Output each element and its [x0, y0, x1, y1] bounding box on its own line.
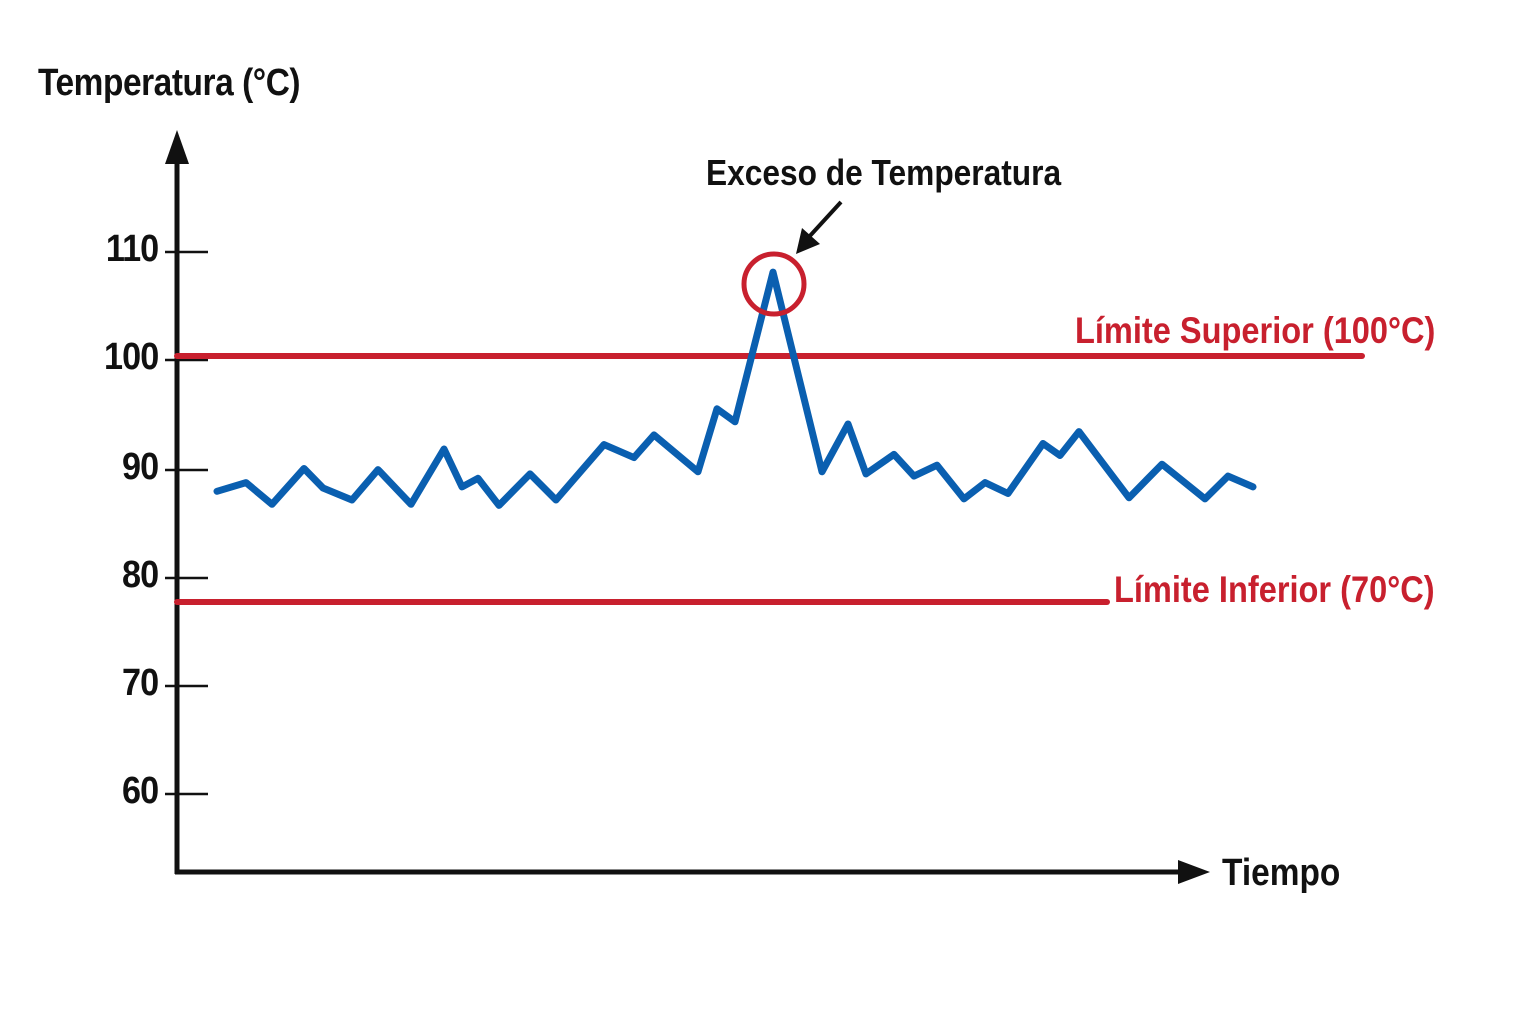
upper-limit-label: Límite Superior (100°C) [1075, 310, 1436, 351]
y-axis-label: Temperatura (°C) [38, 62, 301, 104]
x-axis-arrow-icon [1178, 860, 1210, 884]
exceso-marker-circle [741, 251, 807, 317]
x-axis-label: Tiempo [1222, 852, 1341, 894]
y-tick-110: 110 [105, 228, 159, 270]
annotation-exceso: Exceso de Temperatura [706, 152, 1062, 193]
lower-limit-label: Límite Inferior (70°C) [1114, 569, 1435, 610]
y-axis-arrow-icon [165, 130, 189, 164]
temperature-series-line [213, 268, 1257, 509]
y-ticks [165, 250, 208, 796]
y-tick-100: 100 [103, 336, 159, 378]
y-tick-60: 60 [121, 770, 159, 812]
annotation-arrow-shaft [806, 200, 843, 240]
y-tick-90: 90 [121, 446, 159, 488]
y-tick-80: 80 [121, 554, 159, 596]
y-tick-70: 70 [121, 662, 159, 704]
annotation-arrow-icon [796, 228, 820, 254]
